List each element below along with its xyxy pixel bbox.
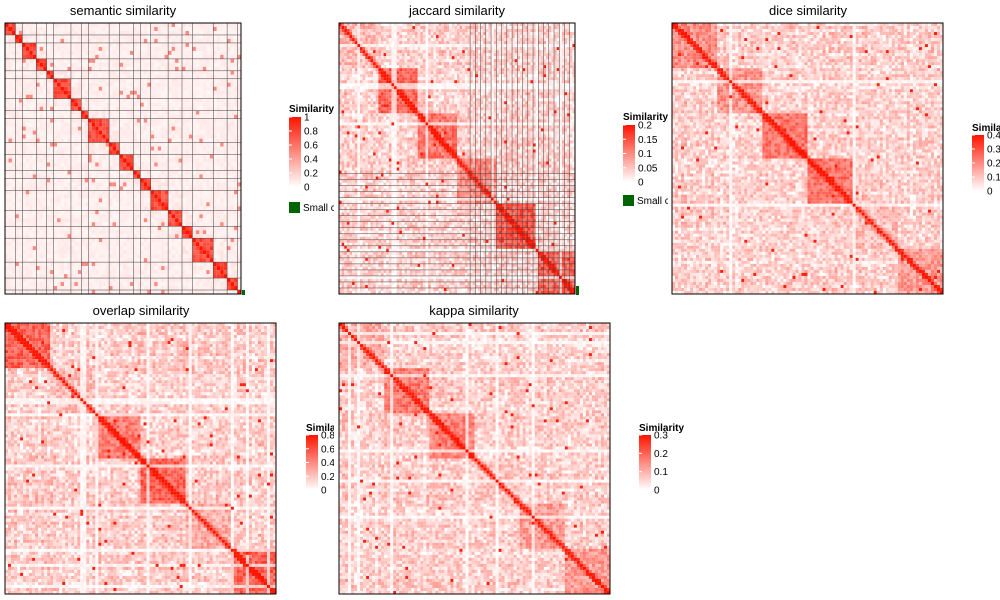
heatmap-cells-overlap: [5, 323, 277, 595]
legend-title-jaccard: Similarity: [623, 112, 668, 123]
legend-tick-label-kappa: 0: [654, 486, 660, 497]
legend-tick-label-dice: 0.2: [987, 159, 1000, 170]
panel-dice: dice similarity Similarity 0.4 0.3 0.2 0.1 0: [671, 3, 1000, 295]
legend-tick-label-overlap: 0.4: [321, 458, 335, 469]
legend-dice: Similarity 0.4 0.3 0.2 0.1 0: [972, 123, 1000, 198]
legend-tick-label-semantic: 1: [304, 113, 310, 124]
legend-tick-label-semantic: 0: [304, 183, 310, 194]
heatmap-border-overlap: [4, 322, 277, 595]
legend-jaccard: Similarity 0.2 0.15 0.1 0.05 0 Small cluster…: [623, 112, 699, 207]
legend-overlap: Similarity 0.8 0.6 0.4 0.2 0: [306, 423, 351, 497]
legend-tick-label-jaccard: 0: [638, 178, 644, 189]
panel-kappa: kappa similarity Similarity 0.3 0.2 0.1 0: [338, 303, 684, 595]
panel-semantic: semantic similarity Similarity 1 0.8 0.6 0.…: [4, 3, 365, 295]
panel-title-kappa: kappa similarity: [429, 303, 519, 318]
panel-title-dice: dice similarity: [769, 3, 848, 18]
small-cluster-label-semantic: Small clusters: [303, 203, 365, 214]
heatmap-border-dice: [671, 22, 944, 295]
legend-tick-label-semantic: 0.4: [304, 155, 318, 166]
panel-overlap: overlap similarity Similarity 0.8 0.6 0.4 0…: [4, 303, 351, 595]
heatmap-cells-kappa: [339, 323, 611, 595]
legend-title-semantic: Similarity: [289, 104, 334, 115]
panel-title-semantic: semantic similarity: [70, 3, 177, 18]
legend-tick-label-dice: 0.4: [987, 131, 1000, 142]
legend-semantic: Similarity 1 0.8 0.6 0.4 0.2 0 Small clusters: [289, 104, 365, 214]
cluster-dividers-jaccard: [339, 23, 575, 294]
legend-title-dice: Similarity: [972, 123, 1000, 134]
legend-tick-label-semantic: 0.6: [304, 141, 318, 152]
panel-jaccard: jaccard similarity Similarity 0.2 0.15 0.1…: [338, 3, 699, 295]
legend-tick-label-jaccard: 0.05: [638, 163, 658, 174]
panel-title-jaccard: jaccard similarity: [408, 3, 506, 18]
legend-kappa: Similarity 0.3 0.2 0.1 0: [639, 423, 684, 497]
legend-tick-label-jaccard: 0.15: [638, 135, 658, 146]
panel-title-overlap: overlap similarity: [93, 303, 190, 318]
cluster-dividers-semantic: [5, 23, 241, 294]
legend-tick-label-overlap: 0.8: [321, 431, 335, 442]
legend-tick-label-kappa: 0.3: [654, 431, 668, 442]
small-cluster-swatch-jaccard: [623, 195, 634, 206]
heatmap-cells-dice: [672, 23, 944, 295]
small-cluster-strip-semantic: [242, 290, 245, 295]
legend-title-kappa: Similarity: [639, 423, 684, 434]
heatmap-border-jaccard: [338, 22, 576, 295]
small-cluster-strip-jaccard: [576, 286, 579, 295]
legend-tick-label-overlap: 0.2: [321, 472, 335, 483]
small-cluster-swatch-semantic: [289, 202, 300, 213]
legend-tick-label-jaccard: 0.1: [638, 149, 652, 160]
heatmap-cells-semantic: [5, 23, 242, 295]
legend-tick-label-semantic: 0.8: [304, 127, 318, 138]
legend-tick-label-dice: 0.1: [987, 173, 1000, 184]
small-cluster-label-jaccard: Small clusters: [637, 196, 699, 207]
heatmap-cells-jaccard: [339, 23, 576, 295]
legend-tick-label-dice: 0: [987, 187, 993, 198]
legend-tick-label-semantic: 0.2: [304, 169, 318, 180]
legend-tick-label-kappa: 0.1: [654, 467, 668, 478]
legend-colorbar-semantic: [289, 117, 301, 187]
legend-tick-label-dice: 0.3: [987, 145, 1000, 156]
heatmap-border-semantic: [4, 22, 242, 295]
heatmap-border-kappa: [338, 322, 611, 595]
legend-tick-label-overlap: 0.6: [321, 444, 335, 455]
legend-title-overlap: Similarity: [306, 423, 351, 434]
legend-tick-label-jaccard: 0.2: [638, 121, 652, 132]
legend-colorbar-kappa: [639, 435, 651, 490]
legend-tick-label-kappa: 0.2: [654, 449, 668, 460]
legend-tick-label-overlap: 0: [321, 486, 327, 497]
